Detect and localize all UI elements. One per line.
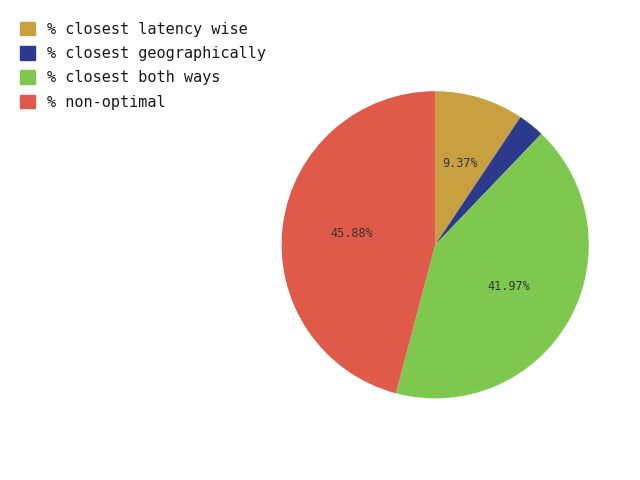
Text: 41.97%: 41.97% bbox=[488, 280, 531, 293]
Wedge shape bbox=[282, 91, 435, 393]
Wedge shape bbox=[435, 117, 541, 245]
Wedge shape bbox=[435, 91, 520, 245]
Legend: % closest latency wise, % closest geographically, % closest both ways, % non-opt: % closest latency wise, % closest geogra… bbox=[15, 17, 271, 114]
Text: 9.37%: 9.37% bbox=[442, 157, 477, 170]
Text: 45.88%: 45.88% bbox=[330, 228, 373, 240]
Wedge shape bbox=[396, 134, 589, 398]
